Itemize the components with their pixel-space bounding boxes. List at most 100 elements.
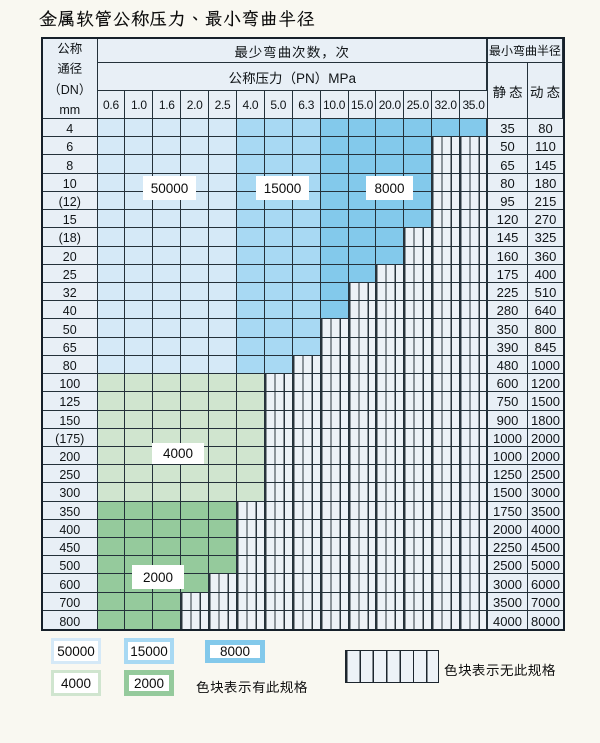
static-radius-cell: 175 [485, 264, 528, 283]
spec-cell [432, 319, 461, 338]
spec-cell [97, 137, 126, 156]
spec-cell [264, 137, 293, 156]
dn-cell: 150 [43, 410, 98, 429]
spec-cell [432, 246, 461, 265]
static-radius-cell: 1750 [485, 501, 528, 520]
spec-cell [376, 228, 405, 247]
spec-cell [376, 592, 405, 611]
dynamic-radius-cell: 2000 [527, 428, 563, 447]
spec-cell [97, 538, 126, 557]
zone-label-15000: 15000 [256, 176, 309, 200]
spec-cell [292, 374, 321, 393]
spec-cell [153, 610, 182, 630]
spec-cell [209, 119, 237, 138]
spec-cell [181, 592, 210, 611]
spec-cell [209, 392, 237, 411]
spec-cell [320, 446, 349, 466]
pressure-header: 公称压力（PN）MPa [97, 63, 488, 91]
spec-cell [236, 119, 265, 138]
spec-cell [320, 210, 349, 229]
dn-cell: 400 [43, 519, 98, 539]
bend-count-header: 最少弯曲次数，次 [97, 39, 488, 63]
spec-cell [125, 264, 154, 283]
spec-cell [460, 592, 488, 611]
spec-cell [236, 592, 265, 611]
legend-swatch-8000: 8000 [205, 640, 265, 663]
spec-cell [125, 282, 154, 302]
spec-cell [404, 392, 433, 411]
spec-cell [181, 301, 210, 320]
spec-cell [125, 483, 154, 502]
spec-cell [432, 592, 461, 611]
spec-cell [404, 556, 433, 575]
dynamic-radius-cell: 845 [527, 337, 563, 356]
dynamic-radius-cell: 3000 [527, 483, 563, 502]
spec-cell [97, 483, 126, 502]
spec-cell [209, 191, 237, 211]
spec-cell [125, 538, 154, 557]
spec-cell [97, 119, 126, 138]
spec-cell [125, 301, 154, 320]
spec-cell [153, 519, 182, 539]
spec-cell [125, 610, 154, 630]
spec-cell [404, 155, 433, 174]
spec-cell [348, 428, 377, 447]
spec-cell [320, 319, 349, 338]
spec-cell [125, 465, 154, 484]
spec-cell [181, 483, 210, 502]
spec-cell [97, 246, 126, 265]
spec-cell [209, 301, 237, 320]
dynamic-radius-cell: 325 [527, 228, 563, 247]
spec-cell [153, 319, 182, 338]
spec-cell [264, 410, 293, 429]
spec-cell [181, 538, 210, 557]
spec-cell [236, 319, 265, 338]
spec-cell [292, 337, 321, 356]
spec-cell [348, 501, 377, 520]
spec-cell [348, 246, 377, 265]
spec-cell [209, 556, 237, 575]
static-radius-cell: 160 [485, 246, 528, 265]
dynamic-radius-cell: 80 [527, 119, 563, 138]
spec-cell [125, 210, 154, 229]
dynamic-radius-cell: 640 [527, 301, 563, 320]
pressure-col-header-10.0: 10.0 [320, 91, 349, 119]
spec-cell [209, 592, 237, 611]
static-radius-cell: 35 [485, 119, 528, 138]
spec-cell [236, 465, 265, 484]
pressure-col-header-6.3: 6.3 [292, 91, 321, 119]
spec-cell [153, 264, 182, 283]
spec-cell [432, 428, 461, 447]
spec-cell [432, 501, 461, 520]
spec-cell [432, 483, 461, 502]
dynamic-radius-cell: 4500 [527, 538, 563, 557]
spec-cell [348, 119, 377, 138]
spec-cell [376, 246, 405, 265]
spec-cell [404, 446, 433, 466]
static-radius-cell: 390 [485, 337, 528, 356]
spec-cell [236, 228, 265, 247]
spec-cell [432, 228, 461, 247]
spec-cell [153, 137, 182, 156]
spec-cell [209, 538, 237, 557]
spec-cell [404, 501, 433, 520]
spec-cell [181, 574, 210, 593]
spec-cell [209, 210, 237, 229]
spec-cell [460, 228, 488, 247]
spec-cell [404, 574, 433, 593]
spec-cell [236, 246, 265, 265]
spec-cell [460, 501, 488, 520]
dn-cell: 20 [43, 246, 98, 265]
spec-cell [348, 228, 377, 247]
zone-label-8000: 8000 [366, 176, 413, 200]
static-radius-cell: 3500 [485, 592, 528, 611]
spec-cell [320, 465, 349, 484]
static-radius-cell: 480 [485, 355, 528, 375]
spec-cell [181, 228, 210, 247]
dynamic-radius-cell: 180 [527, 173, 563, 192]
spec-cell [404, 519, 433, 539]
spec-cell [432, 519, 461, 539]
spec-cell [460, 392, 488, 411]
spec-cell [348, 301, 377, 320]
spec-cell [153, 301, 182, 320]
